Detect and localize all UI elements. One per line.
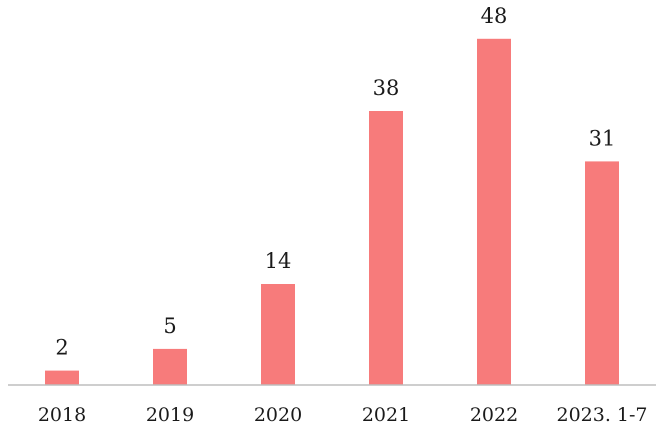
value-label-4: 48 — [481, 4, 508, 28]
x-tick-label-0: 2018 — [38, 404, 86, 426]
bar-0 — [45, 370, 79, 385]
value-label-group: 2 5 14 38 48 31 — [55, 4, 615, 360]
bar-5 — [585, 161, 619, 385]
x-tick-label-5: 2023. 1-7 — [556, 404, 647, 426]
value-label-1: 5 — [163, 314, 176, 338]
bar-2 — [261, 284, 295, 385]
x-tick-label-group: 2018 2019 2020 2021 2022 2023. 1-7 — [38, 404, 648, 426]
value-label-0: 2 — [55, 336, 68, 360]
x-tick-label-1: 2019 — [146, 404, 194, 426]
x-tick-label-3: 2021 — [362, 404, 410, 426]
value-label-3: 38 — [373, 76, 400, 100]
x-tick-label-2: 2020 — [254, 404, 302, 426]
bar-group — [45, 38, 619, 386]
bar-1 — [153, 348, 187, 385]
bar-3 — [369, 111, 403, 385]
value-label-5: 31 — [589, 126, 616, 150]
bar-4 — [477, 38, 511, 386]
x-tick-label-4: 2022 — [470, 404, 518, 426]
value-label-2: 14 — [265, 249, 292, 273]
